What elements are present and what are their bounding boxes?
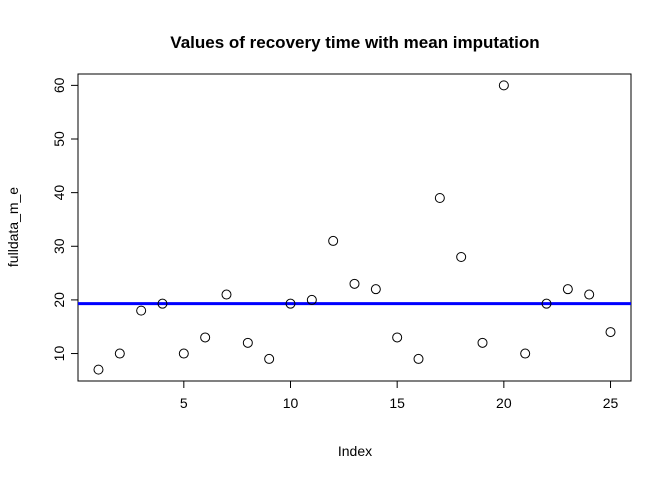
- y-tick-label: 20: [51, 292, 67, 308]
- y-tick-label: 60: [51, 77, 67, 93]
- data-point: [264, 353, 275, 364]
- data-point: [157, 298, 168, 309]
- x-tick-label: 20: [496, 395, 512, 411]
- data-point: [413, 353, 424, 364]
- data-point: [221, 289, 232, 300]
- x-axis: 5 10 15 20 25: [180, 380, 619, 411]
- data-point: [306, 294, 317, 305]
- data-point: [541, 298, 552, 309]
- y-tick-label: 40: [51, 185, 67, 201]
- x-tick-label: 5: [180, 395, 188, 411]
- data-point: [477, 337, 488, 348]
- data-point: [328, 235, 339, 246]
- y-axis-label: fulldata_m_e: [5, 187, 21, 267]
- data-point: [456, 251, 467, 262]
- data-point: [584, 289, 595, 300]
- data-point: [498, 80, 509, 91]
- plot-box: [77, 73, 632, 382]
- data-point: [200, 332, 211, 343]
- y-tick-label: 10: [51, 346, 67, 362]
- data-point: [562, 284, 573, 295]
- data-point: [349, 278, 360, 289]
- data-point: [370, 284, 381, 295]
- data-point: [392, 332, 403, 343]
- data-point: [520, 348, 531, 359]
- chart-title: Values of recovery time with mean imputa…: [170, 33, 539, 52]
- x-axis-label: Index: [338, 443, 372, 459]
- x-tick-label: 15: [389, 395, 405, 411]
- data-point: [242, 337, 253, 348]
- y-axis: 10 20 30 40 50 60: [51, 77, 79, 362]
- data-points: [93, 80, 616, 375]
- x-tick-label: 10: [283, 395, 299, 411]
- data-point: [93, 364, 104, 375]
- data-point: [178, 348, 189, 359]
- data-point: [434, 193, 445, 204]
- y-tick-label: 30: [51, 238, 67, 254]
- y-tick-label: 50: [51, 131, 67, 147]
- data-point: [285, 298, 296, 309]
- data-point: [136, 305, 147, 316]
- data-point: [114, 348, 125, 359]
- data-point: [605, 327, 616, 338]
- x-tick-label: 25: [603, 395, 619, 411]
